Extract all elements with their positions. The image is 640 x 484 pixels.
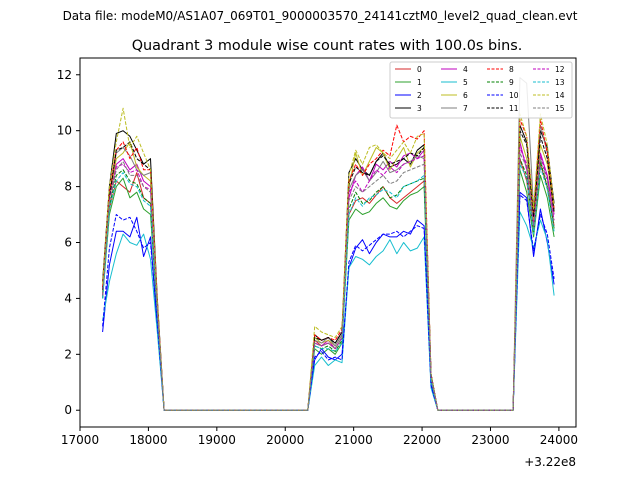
legend-label-7: 7 [463, 104, 468, 113]
chart-title: Quadrant 3 module wise count rates with … [132, 38, 523, 54]
legend-label-6: 6 [463, 91, 468, 100]
figure-suptitle: Data file: modeM0/AS1A07_069T01_90000035… [63, 9, 578, 23]
y-tick-label: 2 [64, 347, 72, 361]
legend-label-5: 5 [463, 78, 468, 87]
y-tick-label: 12 [57, 68, 72, 82]
x-tick-label: 19000 [198, 433, 236, 447]
x-offset-label: +3.22e8 [524, 455, 576, 469]
legend-label-4: 4 [463, 65, 468, 74]
y-tick-label: 8 [64, 180, 72, 194]
legend-label-14: 14 [555, 91, 565, 100]
series-line-10 [102, 194, 555, 411]
x-tick-label: 20000 [266, 433, 304, 447]
legend-label-15: 15 [555, 104, 565, 113]
x-tick-label: 23000 [471, 433, 509, 447]
legend-label-13: 13 [555, 78, 565, 87]
x-tick-label: 18000 [129, 433, 167, 447]
y-tick-label: 0 [64, 403, 72, 417]
legend-label-11: 11 [509, 104, 519, 113]
y-tick-label: 4 [64, 291, 72, 305]
series-layer [102, 77, 555, 411]
x-tick-label: 17000 [61, 433, 99, 447]
y-tick-label: 6 [64, 236, 72, 250]
x-tick-label: 24000 [540, 433, 578, 447]
legend-label-2: 2 [417, 91, 422, 100]
plot-area: 17000 18000 19000 20000 21000 22000 23000 24000… [57, 57, 578, 447]
y-tick-label: 10 [57, 124, 72, 138]
x-tick-label: 22000 [403, 433, 441, 447]
legend-label-9: 9 [509, 78, 514, 87]
legend-label-10: 10 [509, 91, 519, 100]
legend-label-0: 0 [417, 65, 422, 74]
series-line-15 [102, 152, 555, 411]
legend-box [389, 61, 573, 119]
legend-label-8: 8 [509, 65, 514, 74]
axis-layer: 17000 18000 19000 20000 21000 22000 23000 24000… [57, 57, 578, 447]
legend-label-1: 1 [417, 78, 422, 87]
x-tick-label: 21000 [335, 433, 373, 447]
legend-label-12: 12 [555, 65, 565, 74]
legend-label-3: 3 [417, 104, 422, 113]
